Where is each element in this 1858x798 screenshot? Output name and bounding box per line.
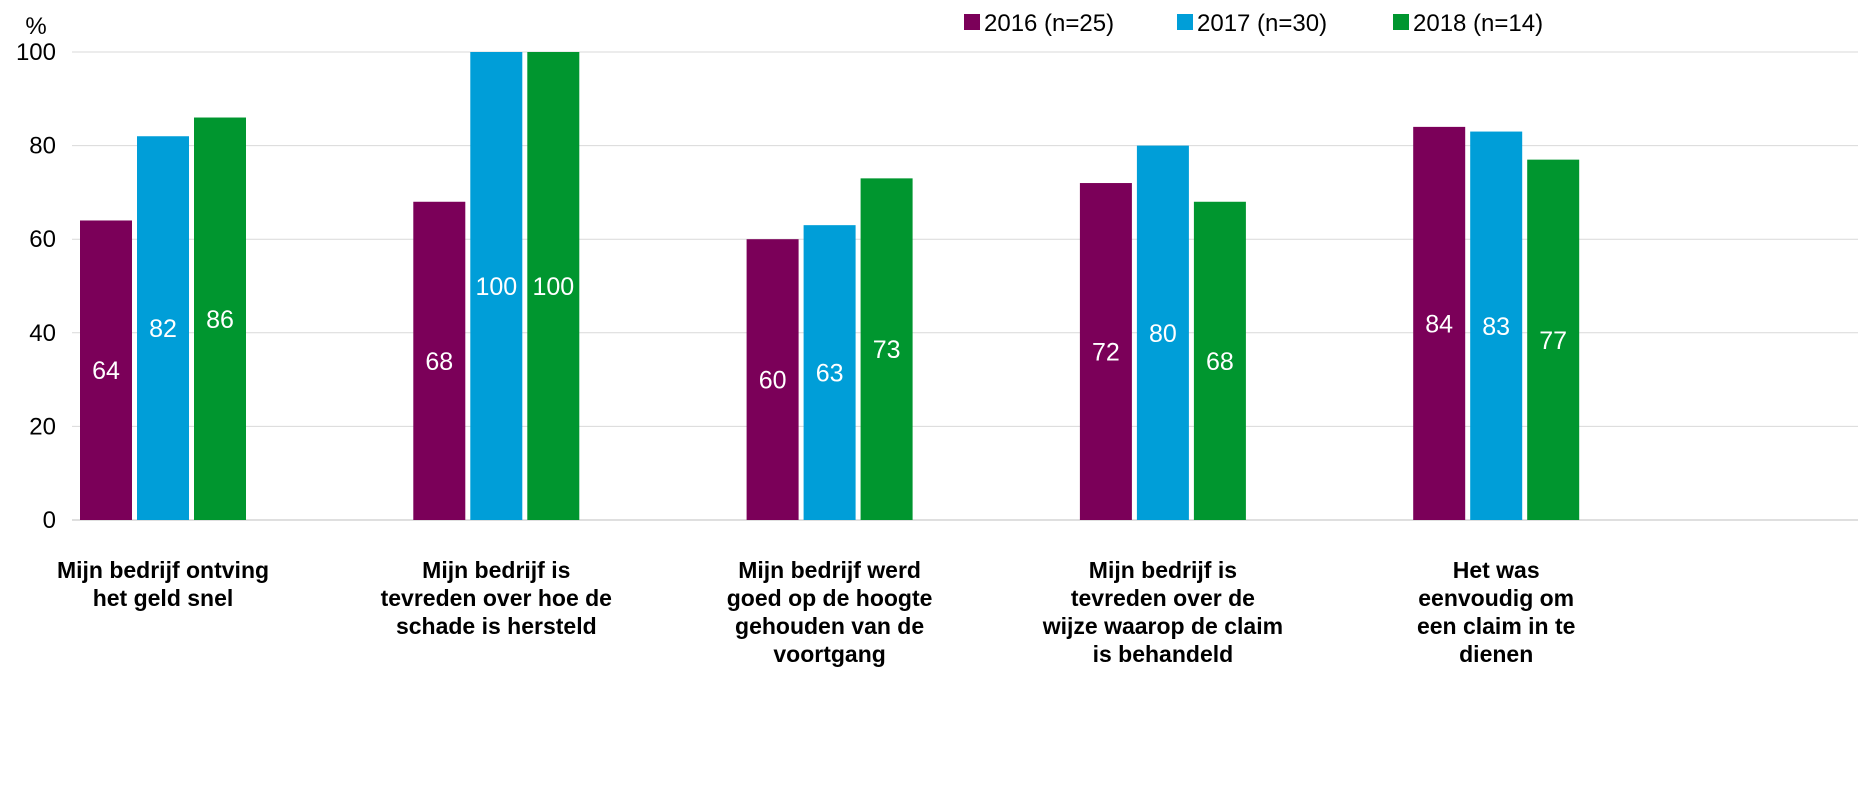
data-label: 68 [1206, 348, 1234, 376]
category-label: Mijn bedrijf is tevreden over de wijze waa… [1042, 557, 1283, 667]
legend-swatch-2016 [964, 14, 980, 30]
legend-label: 2018 (n=14) [1413, 10, 1543, 37]
bar-2016-1 [80, 220, 132, 521]
category-label-line: is behandeld [1093, 641, 1234, 667]
gridlines [72, 51, 1858, 521]
category-label-line: tevreden over de [1071, 585, 1255, 611]
y-axis-unit-label: % [25, 13, 46, 40]
y-tick-label: 40 [29, 320, 56, 347]
bar-2017-2 [470, 52, 523, 520]
category-label: Mijn bedrijf is tevreden over hoe de schad… [381, 557, 612, 639]
category-label-line: Mijn bedrijf is [422, 557, 570, 583]
bar-2016-2 [413, 201, 466, 520]
bar-2017-4 [1136, 145, 1189, 520]
data-label: 68 [425, 348, 453, 376]
category-label-line: voortgang [773, 641, 885, 667]
category-label-line: Mijn bedrijf werd [738, 557, 921, 583]
bar-2018-5 [1527, 159, 1580, 520]
category-label-line: wijze waarop de claim [1042, 613, 1283, 639]
data-label: 77 [1539, 327, 1567, 355]
category-label-line: tevreden over hoe de [381, 585, 612, 611]
category-label-line: het geld snel [93, 585, 234, 611]
category-label-line: Mijn bedrijf ontving [57, 557, 269, 583]
data-label: 73 [873, 336, 901, 364]
category-label-line: Mijn bedrijf is [1089, 557, 1237, 583]
legend-label: 2017 (n=30) [1197, 10, 1327, 37]
y-tick-label: 100 [16, 39, 56, 66]
y-tick-label: 60 [29, 226, 56, 253]
bar-2016-5 [1413, 126, 1466, 520]
data-label: 82 [149, 315, 177, 343]
y-tick-label: 20 [29, 413, 56, 440]
category-label-line: dienen [1459, 641, 1533, 667]
y-axis: 0 20 40 60 80 100 [16, 39, 56, 534]
data-label: 100 [532, 273, 574, 301]
bar-2017-3 [803, 225, 856, 520]
category-label-line: eenvoudig om [1418, 585, 1574, 611]
data-label: 86 [206, 306, 234, 334]
y-tick-label: 80 [29, 133, 56, 160]
bar-2018-1 [194, 117, 246, 521]
category-label-line: Het was [1453, 557, 1540, 583]
y-tick-label: 0 [43, 507, 56, 534]
legend-swatch-2018 [1393, 14, 1409, 30]
category-label: Het was eenvoudig om een claim in te dienen [1417, 557, 1576, 667]
data-label: 84 [1425, 310, 1453, 338]
legend: 2016 (n=25) 2017 (n=30) 2018 (n=14) [964, 10, 1543, 37]
data-label: 64 [92, 357, 120, 385]
category-label-line: schade is hersteld [396, 613, 597, 639]
data-label: 60 [759, 367, 787, 395]
data-label: 72 [1092, 339, 1120, 367]
legend-label: 2016 (n=25) [984, 10, 1114, 37]
category-label-line: een claim in te [1417, 613, 1576, 639]
bars [80, 52, 1580, 521]
bar-2016-4 [1079, 183, 1132, 521]
legend-swatch-2017 [1177, 14, 1193, 30]
data-label: 80 [1149, 320, 1177, 348]
data-labels: 64 82 86 68 100 100 60 63 73 72 80 68 84 83 77 [92, 273, 1567, 395]
bar-2018-3 [860, 178, 913, 521]
category-label: Mijn bedrijf ontving het geld snel [57, 557, 269, 611]
category-label-line: goed op de hoogte [727, 585, 933, 611]
bar-2018-4 [1193, 201, 1246, 520]
data-label: 100 [475, 273, 517, 301]
category-label-line: gehouden van de [735, 613, 924, 639]
bar-2018-2 [527, 52, 580, 520]
category-label: Mijn bedrijf werd goed op de hoogte gehoud… [727, 557, 933, 667]
data-label: 83 [1482, 313, 1510, 341]
bar-2017-1 [137, 136, 189, 521]
bar-2017-5 [1470, 131, 1523, 520]
bar-2016-3 [746, 239, 799, 520]
data-label: 63 [816, 360, 844, 388]
